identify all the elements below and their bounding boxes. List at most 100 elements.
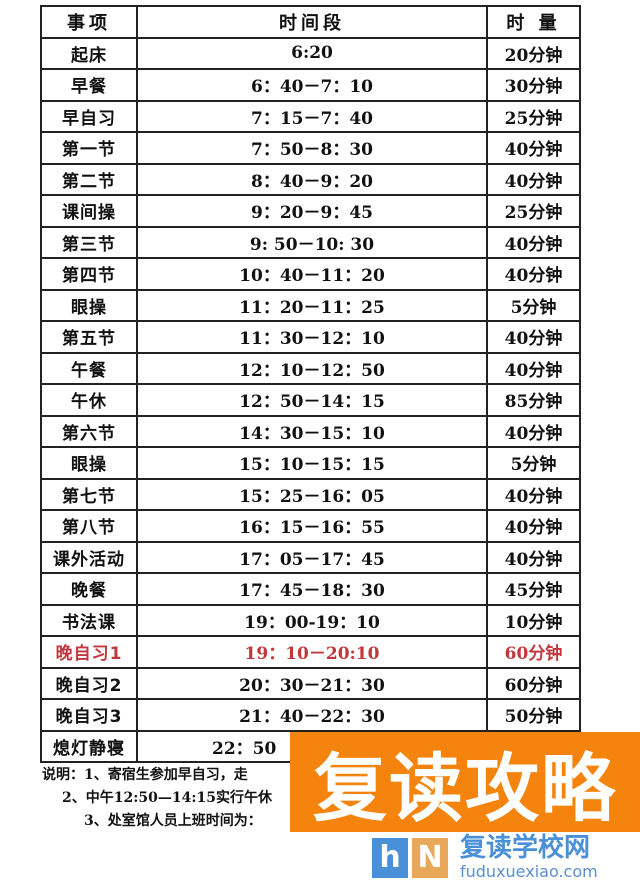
row-item: 晚自习3: [40, 698, 138, 732]
row-duration: 85分钟: [486, 383, 581, 417]
row-item: 课间操: [40, 194, 138, 228]
table-row: 第六节 14：30－15：10 40分钟: [40, 414, 581, 448]
row-period: 20：30－21：30: [136, 666, 488, 700]
table-row: 晚自习3 21：40－22：30 50分钟: [40, 698, 581, 732]
row-period: 19：10－20:10: [136, 635, 488, 669]
row-duration: 40分钟: [486, 257, 581, 291]
row-duration: 30分钟: [486, 68, 581, 102]
notes: 说明：1、寄宿生参加早自习，走 2、中午12:50—14:15实行午休 3、处室…: [42, 764, 272, 833]
header-item: 事项: [40, 5, 138, 39]
row-period: 15：10－15：15: [136, 446, 488, 480]
row-period: 16：15－16：55: [136, 509, 488, 543]
row-period: 11：30－12：10: [136, 320, 488, 354]
row-duration: 45分钟: [486, 572, 581, 606]
table-row: 晚餐 17：45－18：30 45分钟: [40, 572, 581, 606]
table-row: 第三节 9: 50－10: 30 40分钟: [40, 225, 581, 259]
table-header: 事项 时间段 时 量: [40, 5, 581, 39]
table-row: 第五节 11：30－12：10 40分钟: [40, 320, 581, 354]
row-item: 第六节: [40, 414, 138, 448]
row-item: 第七节: [40, 477, 138, 511]
table-row: 第一节 7：50－8：30 40分钟: [40, 131, 581, 165]
row-duration: 40分钟: [486, 540, 581, 574]
logo-domain: fuduxuexiao.com: [460, 862, 598, 881]
row-item: 第二节: [40, 162, 138, 196]
row-period: 6:20: [136, 36, 488, 70]
row-item: 早餐: [40, 68, 138, 102]
row-period: 6：40－7：10: [136, 68, 488, 102]
row-period: 8：40－9：20: [136, 162, 488, 196]
table-row: 晚自习2 20：30－21：30 60分钟: [40, 666, 581, 700]
row-item: 第四节: [40, 257, 138, 291]
table-row: 眼操 11：20－11：25 5分钟: [40, 288, 581, 322]
row-duration: 20分钟: [486, 36, 581, 70]
row-duration: 25分钟: [486, 99, 581, 133]
logo-mark-h: h: [372, 837, 408, 878]
row-item: 眼操: [40, 288, 138, 322]
logo-text: 复读学校网 fuduxuexiao.com: [460, 834, 598, 881]
row-duration: 60分钟: [486, 635, 581, 669]
row-duration: 10分钟: [486, 603, 581, 637]
table-row: 午餐 12：10－12：50 40分钟: [40, 351, 581, 385]
table-row: 课外活动 17：05－17：45 40分钟: [40, 540, 581, 574]
row-period: 11：20－11：25: [136, 288, 488, 322]
note-2: 2、中午12:50—14:15实行午休: [62, 790, 273, 806]
row-duration: 60分钟: [486, 666, 581, 700]
site-logo: h N 复读学校网 fuduxuexiao.com: [372, 834, 598, 881]
table-row: 第七节 15：25－16：05 40分钟: [40, 477, 581, 511]
row-period: 12：50－14：15: [136, 383, 488, 417]
row-item: 第八节: [40, 509, 138, 543]
row-item: 起床: [40, 36, 138, 70]
table-row: 眼操 15：10－15：15 5分钟: [40, 446, 581, 480]
row-period: 7：15－7：40: [136, 99, 488, 133]
row-duration: 40分钟: [486, 131, 581, 165]
row-item: 第三节: [40, 225, 138, 259]
row-duration: 50分钟: [486, 698, 581, 732]
row-item: 眼操: [40, 446, 138, 480]
row-duration: 5分钟: [486, 288, 581, 322]
row-period: 19：00-19：10: [136, 603, 488, 637]
row-period: 9：20－9：45: [136, 194, 488, 228]
logo-mark-n: N: [412, 837, 448, 878]
row-duration: 40分钟: [486, 351, 581, 385]
row-period: 10：40－11：20: [136, 257, 488, 291]
row-duration: 5分钟: [486, 446, 581, 480]
table-row: 课间操 9：20－9：45 25分钟: [40, 194, 581, 228]
row-duration: 40分钟: [486, 477, 581, 511]
row-period: 15：25－16：05: [136, 477, 488, 511]
logo-name: 复读学校网: [460, 833, 591, 863]
row-item: 第一节: [40, 131, 138, 165]
row-period: 9: 50－10: 30: [136, 225, 488, 259]
row-period: 14：30－15：10: [136, 414, 488, 448]
note-3: 3、处室馆人员上班时间为：: [84, 813, 262, 829]
row-duration: 40分钟: [486, 509, 581, 543]
row-item: 课外活动: [40, 540, 138, 574]
row-item: 晚自习1: [40, 635, 138, 669]
table-row: 第四节 10：40－11：20 40分钟: [40, 257, 581, 291]
table-row: 第二节 8：40－9：20 40分钟: [40, 162, 581, 196]
row-item: 午休: [40, 383, 138, 417]
row-period: 12：10－12：50: [136, 351, 488, 385]
row-item: 第五节: [40, 320, 138, 354]
row-item: 晚自习2: [40, 666, 138, 700]
row-item: 书法课: [40, 603, 138, 637]
row-duration: 40分钟: [486, 320, 581, 354]
row-item: 早自习: [40, 99, 138, 133]
row-period: 7：50－8：30: [136, 131, 488, 165]
table-row: 午休 12：50－14：15 85分钟: [40, 383, 581, 417]
table-row: 第八节 16：15－16：55 40分钟: [40, 509, 581, 543]
row-period: 17：05－17：45: [136, 540, 488, 574]
row-item: 晚餐: [40, 572, 138, 606]
row-duration: 40分钟: [486, 414, 581, 448]
note-1: 说明：1、寄宿生参加早自习，走: [42, 767, 248, 783]
schedule-table: 事项 时间段 时 量 起床 6:20 20分钟 早餐 6：40－7：10 30分钟 早自习 7…: [40, 5, 581, 763]
table-row: 早自习 7：15－7：40 25分钟: [40, 99, 581, 133]
table-row: 书法课 19：00-19：10 10分钟: [40, 603, 581, 637]
table-row: 起床 6:20 20分钟: [40, 36, 581, 70]
row-period: 17：45－18：30: [136, 572, 488, 606]
row-item: 午餐: [40, 351, 138, 385]
table-row: 晚自习1 19：10－20:10 60分钟: [40, 635, 581, 669]
row-duration: 40分钟: [486, 225, 581, 259]
row-duration: 40分钟: [486, 162, 581, 196]
header-duration: 时 量: [486, 5, 581, 39]
row-item: 熄灯静寝: [40, 729, 138, 763]
